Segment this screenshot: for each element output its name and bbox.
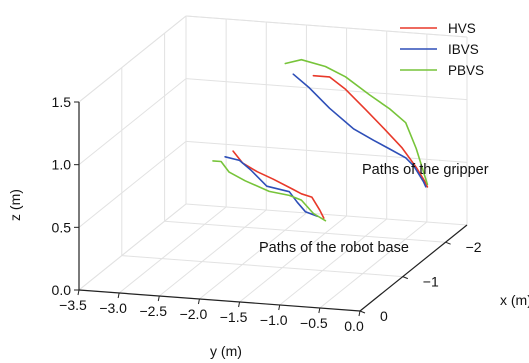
y-tick-mark (358, 310, 361, 317)
x-tick-mark (359, 310, 366, 314)
axes (74, 101, 468, 317)
y-tick-mark (157, 295, 160, 302)
grid-line (279, 218, 388, 306)
grid-line (319, 221, 428, 309)
x-axis-label: x (m) (500, 292, 529, 308)
grid-line (239, 215, 347, 303)
y-tick-label: −3.5 (59, 297, 87, 313)
z-tick-label: 0.5 (52, 219, 72, 235)
y-tick-mark (77, 289, 80, 296)
z-axis-label: z (m) (7, 189, 23, 221)
x-tick-label: −2 (466, 239, 482, 255)
annotation-robot-base-paths: Paths of the robot base (259, 240, 409, 256)
series-path-pbvs (212, 58, 429, 222)
grid-line (78, 140, 187, 228)
y-tick-mark (318, 307, 321, 314)
y-tick-label: −3.0 (99, 300, 127, 316)
legend-label-pbvs: PBVS (448, 63, 484, 78)
grid-line (78, 78, 187, 166)
y-tick-mark (117, 292, 120, 299)
x-axis-line (359, 224, 468, 312)
grid-line (199, 212, 307, 300)
series-path-ibvs (224, 73, 427, 218)
legend-label-hvs: HVS (448, 21, 476, 36)
grid-line (185, 78, 468, 101)
z-tick-label: 1.0 (52, 157, 72, 173)
x-tick-mark (445, 241, 451, 245)
grid-line (185, 140, 468, 163)
z-tick-label: 0.0 (52, 282, 72, 298)
z-tick-label: 1.5 (52, 94, 72, 110)
grid-line (78, 203, 187, 291)
y-axis-label: y (m) (210, 343, 242, 359)
y-tick-label: 0.0 (344, 318, 364, 334)
y-tick-mark (238, 301, 241, 308)
y-tick-label: −1.0 (260, 312, 288, 328)
y-tick-label: −2.5 (139, 303, 167, 319)
y-axis-line (78, 289, 361, 312)
y-tick-mark (278, 304, 281, 311)
series-path-hvs (232, 74, 429, 219)
grid-line (185, 15, 468, 38)
annotation-gripper-paths: Paths of the gripper (362, 162, 489, 178)
x-tick-mark (402, 276, 408, 280)
series-paths (212, 58, 429, 222)
grid-line (158, 209, 267, 297)
y-tick-label: −0.5 (300, 315, 328, 331)
grid-line (185, 203, 468, 226)
x-tick-label: 0 (380, 308, 388, 324)
grid-line (118, 206, 227, 294)
y-tick-labels: −3.5 −3.0 −2.5 −2.0 −1.5 −1.0 −0.5 0.0 (59, 297, 364, 334)
x-tick-label: −1 (423, 274, 439, 290)
x-tick-labels: 0 −1 −2 (380, 239, 482, 324)
z-tick-labels: 0.0 0.5 1.0 1.5 (52, 94, 72, 298)
legend-label-ibvs: IBVS (448, 42, 479, 57)
y-tick-label: −1.5 (220, 309, 248, 325)
y-tick-label: −2.0 (180, 306, 208, 322)
grid-line (164, 220, 446, 243)
grid-line (78, 15, 187, 103)
grid-line (121, 255, 403, 278)
legend: HVS IBVS PBVS (400, 21, 484, 78)
y-tick-mark (197, 298, 200, 305)
